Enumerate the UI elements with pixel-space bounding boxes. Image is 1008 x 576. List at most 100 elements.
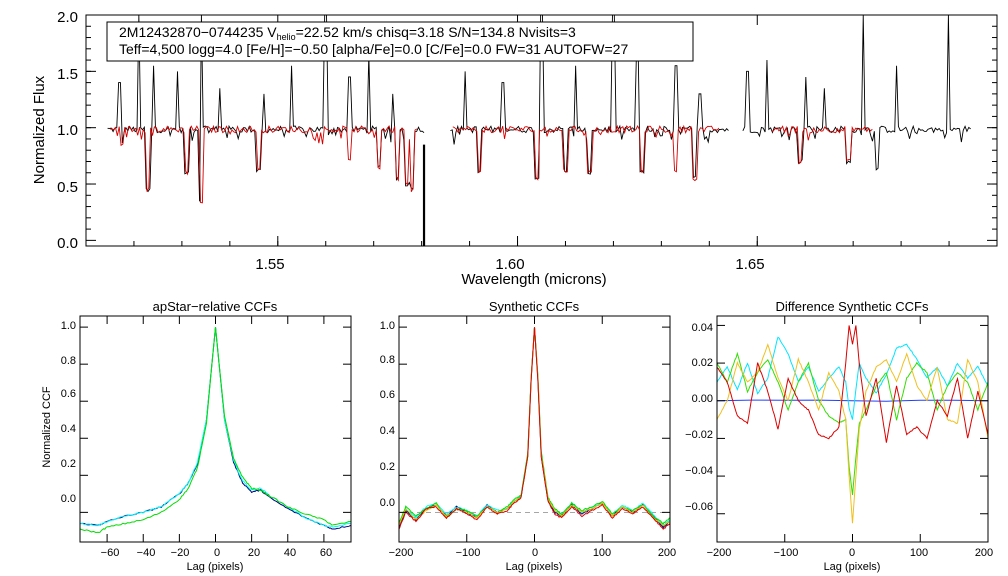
info-line-1-subscript: helio [277, 32, 296, 42]
synthetic-ccf-y-tick-labels: 0.0 0.2 0.4 0.6 0.8 1.0 [380, 320, 395, 509]
ccf-series-line-1 [717, 399, 988, 402]
y-tick-label: 1.0 [57, 122, 78, 139]
ccf-series-line-2 [399, 327, 670, 527]
model-spectrum-line [771, 125, 873, 165]
x-tick-label: 1.55 [255, 256, 284, 273]
y-tick-label: 0.2 [61, 458, 76, 470]
difference-ccf-panel: Difference Synthetic CCFs −200 −100 0 10… [685, 299, 993, 573]
info-line-2: Teff=4,500 logg=4.0 [Fe/H]=−0.50 [alpha/… [119, 41, 628, 57]
ccf-series-line-5 [717, 325, 988, 443]
ccf-series-line-1 [399, 327, 670, 529]
ccf-series-line-1 [80, 327, 351, 530]
y-tick-label: 0.0 [380, 497, 395, 509]
synthetic-ccf-title: Synthetic CCFs [489, 299, 580, 314]
x-tick-label: 1.65 [735, 256, 764, 273]
x-tick-label: 100 [910, 547, 928, 559]
y-tick-label: 0.0 [61, 493, 76, 505]
info-line-1: 2M12432870−0744235 Vhelio=22.52 km/s chi… [119, 24, 576, 42]
difference-ccf-title: Difference Synthetic CCFs [776, 299, 929, 314]
apstar-ccf-y-tick-labels: 0.0 0.2 0.4 0.6 0.8 1.0 [61, 320, 76, 505]
y-tick-label: 1.0 [61, 320, 76, 332]
y-tick-label: 0.5 [57, 179, 78, 196]
ccf-series-line-3 [80, 327, 351, 534]
model-spectrum-line [109, 124, 418, 204]
spectrum-axes-frame [85, 14, 998, 247]
y-tick-label: 0.8 [380, 354, 395, 366]
y-tick-label: 2.0 [57, 9, 78, 26]
x-tick-label: 60 [320, 547, 332, 559]
difference-ccf-ticks [716, 316, 989, 542]
info-line-1-start: 2M12432870−0744235 V [119, 24, 277, 40]
apstar-ccf-axes-frame [79, 315, 352, 543]
apstar-ccf-plot-area [80, 327, 351, 534]
spectrum-panel: 1.55 1.60 1.65 0.0 0.5 1.0 1.5 2.0 Wavel… [31, 9, 998, 288]
y-tick-label: −0.02 [685, 429, 713, 441]
apstar-ccf-x-tick-labels: −60 −40 −20 0 20 40 60 [101, 547, 332, 559]
synthetic-ccf-plot-area [399, 327, 670, 531]
y-tick-label: 0.0 [57, 235, 78, 252]
y-tick-label: −0.06 [685, 501, 713, 513]
y-tick-label: 0.02 [692, 357, 713, 369]
difference-ccf-axes-frame [716, 315, 989, 543]
ccf-series-line-5 [399, 327, 670, 531]
y-tick-label: 0.2 [380, 461, 395, 473]
synthetic-ccf-ticks [398, 316, 671, 542]
x-tick-label: 40 [284, 547, 296, 559]
info-line-1-end: =22.52 km/s chisq=3.18 S/N=134.8 Nvisits… [296, 24, 576, 40]
x-tick-label: 1.60 [495, 256, 524, 273]
apstar-ccf-title: apStar−relative CCFs [153, 299, 278, 314]
spectrum-x-axis-label: Wavelength (microns) [461, 271, 606, 288]
apstar-ccf-ticks [80, 316, 351, 542]
ccf-series-line-4 [399, 327, 670, 526]
x-tick-label: −100 [774, 547, 799, 559]
synthetic-ccf-panel: Synthetic CCFs −200 −100 0 100 200 0.0 0… [380, 299, 676, 573]
ccf-series-line-2 [80, 327, 351, 528]
x-tick-label: −40 [137, 547, 156, 559]
x-tick-label: 0 [849, 547, 855, 559]
x-tick-label: 0 [214, 547, 220, 559]
y-tick-label: 0.4 [61, 423, 76, 435]
x-tick-label: 200 [975, 547, 993, 559]
x-tick-label: 200 [658, 547, 676, 559]
y-tick-label: 0.6 [61, 388, 76, 400]
spectrum-y-tick-labels: 0.0 0.5 1.0 1.5 2.0 [57, 9, 78, 252]
difference-ccf-x-tick-labels: −200 −100 0 100 200 [707, 547, 994, 559]
ccf-series-line-2 [717, 336, 988, 420]
y-tick-label: 0.04 [692, 322, 713, 334]
synthetic-ccf-x-axis-label: Lag (pixels) [506, 561, 563, 573]
observed-spectrum-line [742, 15, 971, 171]
y-tick-label: 1.0 [380, 320, 395, 332]
synthetic-ccf-x-tick-labels: −200 −100 0 100 200 [389, 547, 677, 559]
y-tick-label: −0.04 [685, 465, 713, 477]
difference-ccf-y-tick-labels: −0.06 −0.04 −0.02 0.00 0.02 0.04 [685, 322, 713, 513]
ccf-series-line-3 [399, 327, 670, 525]
x-tick-label: −60 [101, 547, 120, 559]
x-tick-label: −20 [171, 547, 190, 559]
info-box-frame [106, 21, 694, 62]
x-tick-label: −200 [389, 547, 414, 559]
y-tick-label: 1.5 [57, 66, 78, 83]
difference-ccf-plot-area [717, 325, 988, 524]
ccf-series-line-3 [717, 351, 988, 495]
apstar-ccf-x-axis-label: Lag (pixels) [187, 561, 244, 573]
difference-ccf-x-axis-label: Lag (pixels) [824, 561, 881, 573]
ccf-series-line-4 [717, 343, 988, 524]
y-tick-label: 0.4 [380, 425, 395, 437]
apstar-ccf-y-axis-label: Normalized CCF [41, 386, 53, 468]
y-tick-label: 0.00 [692, 393, 713, 405]
spectrum-x-tick-labels: 1.55 1.60 1.65 [255, 256, 764, 273]
x-tick-label: −100 [456, 547, 481, 559]
x-tick-label: 0 [532, 547, 538, 559]
apstar-ccf-panel: apStar−relative CCFs −60 −40 −20 0 20 40… [41, 299, 352, 573]
info-box: 2M12432870−0744235 Vhelio=22.52 km/s chi… [106, 21, 694, 62]
x-tick-label: 100 [593, 547, 611, 559]
y-tick-label: 0.6 [380, 389, 395, 401]
y-tick-label: 0.8 [61, 355, 76, 367]
spectrum-y-axis-label: Normalized Flux [31, 75, 48, 184]
x-tick-label: 20 [248, 547, 260, 559]
x-tick-label: −200 [707, 547, 732, 559]
spectrum-ticks [86, 14, 997, 246]
spectrum-plot-area [107, 15, 971, 246]
model-spectrum-line [452, 124, 720, 182]
